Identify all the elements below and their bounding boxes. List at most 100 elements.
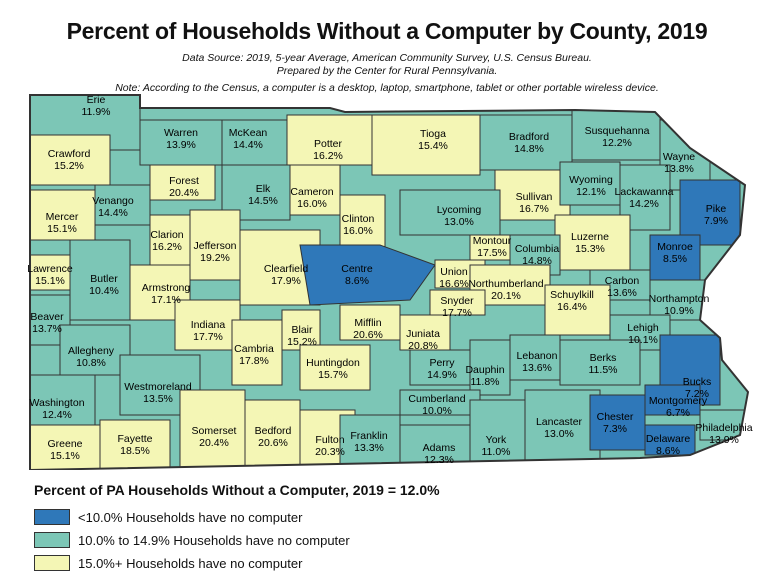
county-label-susquehanna: Susquehanna xyxy=(585,125,650,137)
county-value-crawford: 15.2% xyxy=(54,160,84,172)
county-value-pike: 7.9% xyxy=(704,215,728,227)
legend-label-low: <10.0% Households have no computer xyxy=(78,509,303,525)
county-label-juniata: Juniata xyxy=(406,328,440,340)
county-label-delaware: Delaware xyxy=(646,433,691,445)
county-huntingdon xyxy=(299,344,371,391)
county-bedford xyxy=(244,399,301,470)
county-value-columbia: 14.8% xyxy=(522,255,552,267)
county-value-lawrence: 15.1% xyxy=(35,275,65,287)
county-label-venango: Venango xyxy=(92,195,134,207)
county-label-sullivan: Sullivan xyxy=(516,191,553,203)
county-greene xyxy=(30,424,101,470)
legend-swatch-low xyxy=(34,509,70,525)
county-label-chester: Chester xyxy=(597,411,634,423)
county-value-greene: 15.1% xyxy=(50,450,80,462)
map-title: Percent of Households Without a Computer… xyxy=(66,18,708,44)
county-label-york: York xyxy=(486,434,507,446)
county-value-erie: 11.9% xyxy=(82,106,111,118)
county-franklin xyxy=(339,414,401,470)
county-value-washington: 12.4% xyxy=(42,409,72,421)
county-value-elk: 14.5% xyxy=(248,195,278,207)
county-label-adams: Adams xyxy=(423,442,456,454)
county-value-lebanon: 13.6% xyxy=(522,362,552,374)
county-label-elk: Elk xyxy=(256,183,271,195)
county-label-washington: Washington xyxy=(29,397,84,409)
county-value-schuylkill: 16.4% xyxy=(557,301,587,313)
county-value-tioga: 15.4% xyxy=(418,140,448,152)
county-label-monroe: Monroe xyxy=(657,241,693,253)
county-value-clarion: 16.2% xyxy=(152,241,182,253)
county-label-lackawanna: Lackawanna xyxy=(615,186,674,198)
county-label-fulton: Fulton xyxy=(315,434,344,446)
county-label-huntingdon: Huntingdon xyxy=(306,357,360,369)
county-lancaster xyxy=(524,389,601,470)
legend-item-high: 15.0%+ Households have no computer xyxy=(34,554,302,572)
county-label-bradford: Bradford xyxy=(509,131,549,143)
county-value-york: 11.0% xyxy=(482,446,511,458)
county-label-lebanon: Lebanon xyxy=(517,350,558,362)
county-value-perry: 14.9% xyxy=(427,369,457,381)
county-fayette xyxy=(99,419,171,470)
county-value-luzerne: 15.3% xyxy=(575,243,605,255)
county-value-montgomery: 6.7% xyxy=(666,407,690,419)
county-label-clinton: Clinton xyxy=(342,213,375,225)
county-value-chester: 7.3% xyxy=(603,423,627,435)
county-label-mifflin: Mifflin xyxy=(354,317,381,329)
county-label-columbia: Columbia xyxy=(515,243,560,255)
county-label-luzerne: Luzerne xyxy=(571,231,609,243)
county-value-armstrong: 17.1% xyxy=(151,294,181,306)
county-label-mercer: Mercer xyxy=(46,211,79,223)
county-value-adams: 12.3% xyxy=(424,454,454,466)
county-label-armstrong: Armstrong xyxy=(142,282,191,294)
county-value-westmoreland: 13.5% xyxy=(143,393,173,405)
legend-label-mid: 10.0% to 14.9% Households have no comput… xyxy=(78,532,350,548)
county-value-dauphin: 11.8% xyxy=(471,376,500,388)
county-value-montour: 17.5% xyxy=(477,247,507,259)
county-value-philadelphia: 13.9% xyxy=(709,434,739,446)
county-value-somerset: 20.4% xyxy=(199,437,229,449)
county-label-westmoreland: Westmoreland xyxy=(124,381,192,393)
county-value-butler: 10.4% xyxy=(89,285,119,297)
county-label-pike: Pike xyxy=(706,203,727,215)
county-label-somerset: Somerset xyxy=(192,425,237,437)
county-adams xyxy=(399,424,471,470)
county-value-blair: 15.2% xyxy=(287,336,317,348)
county-value-mercer: 15.1% xyxy=(47,223,77,235)
county-label-warren: Warren xyxy=(164,127,198,139)
county-value-cumberland: 10.0% xyxy=(422,405,452,417)
county-value-franklin: 13.3% xyxy=(354,442,384,454)
county-label-northampton: Northampton xyxy=(649,293,710,305)
source-line-2: Prepared by the Center for Rural Pennsyl… xyxy=(276,65,498,77)
county-label-butler: Butler xyxy=(90,273,118,285)
legend-swatch-mid xyxy=(34,532,70,548)
county-value-susquehanna: 12.2% xyxy=(602,137,632,149)
county-berks xyxy=(559,339,641,386)
county-label-bedford: Bedford xyxy=(255,425,292,437)
legend-label-high: 15.0%+ Households have no computer xyxy=(78,555,303,571)
county-value-potter: 16.2% xyxy=(313,150,343,162)
county-snyder xyxy=(429,289,486,316)
county-value-bedford: 20.6% xyxy=(258,437,288,449)
county-label-dauphin: Dauphin xyxy=(465,364,504,376)
county-label-indiana: Indiana xyxy=(191,319,226,331)
county-label-lehigh: Lehigh xyxy=(627,322,659,334)
county-value-wyoming: 12.1% xyxy=(576,186,606,198)
county-label-philadelphia: Philadelphia xyxy=(695,422,752,434)
county-label-berks: Berks xyxy=(590,352,617,364)
state-average-headline: Percent of PA Households Without a Compu… xyxy=(34,482,440,498)
county-centre xyxy=(299,244,436,306)
county-value-northumberland: 20.1% xyxy=(491,290,521,302)
county-label-franklin: Franklin xyxy=(350,430,388,442)
county-value-mifflin: 20.6% xyxy=(353,329,383,341)
county-label-erie: Erie xyxy=(87,94,106,106)
state-outline xyxy=(29,94,750,470)
county-value-bradford: 14.8% xyxy=(514,143,544,155)
county-value-snyder: 17.7% xyxy=(442,307,472,319)
county-label-clearfield: Clearfield xyxy=(264,263,309,275)
county-label-mckean: McKean xyxy=(229,127,268,139)
county-label-fayette: Fayette xyxy=(117,433,152,445)
county-label-jefferson: Jefferson xyxy=(194,240,237,252)
county-label-wayne: Wayne xyxy=(663,151,695,163)
county-label-beaver: Beaver xyxy=(30,311,64,323)
